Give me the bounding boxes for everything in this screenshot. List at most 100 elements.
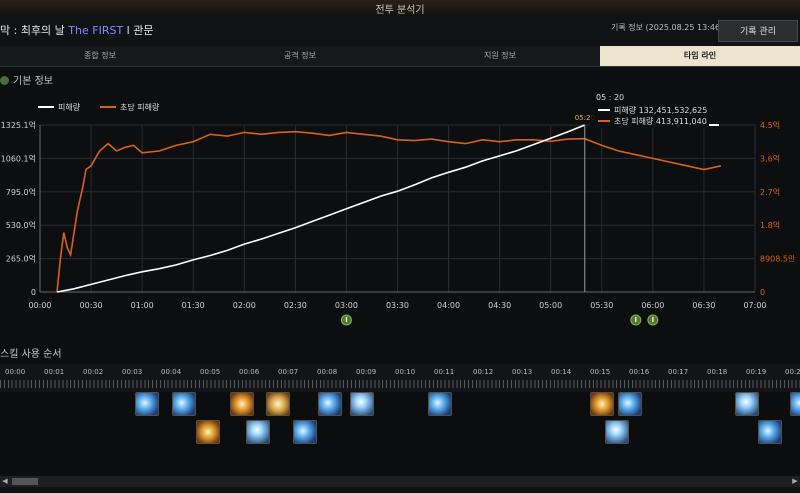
- frost-wave-skill-icon[interactable]: [172, 392, 196, 416]
- series-dps-line: [56, 130, 722, 293]
- timeline-tick-label: 00:03: [122, 368, 143, 376]
- chart-grid: [40, 124, 756, 292]
- blizzard-skill-icon[interactable]: [735, 392, 759, 416]
- x-tick-label: 07:00: [743, 301, 766, 310]
- tab-timeline[interactable]: 타임 라인: [600, 46, 800, 66]
- timeline-ruler[interactable]: 00:00 00:01 00:02 00:03 00:04 00:05 00:06 00:07…: [0, 364, 800, 392]
- x-tick-label: 06:30: [692, 301, 715, 310]
- ice-spear-skill-icon[interactable]: [618, 392, 642, 416]
- y-right-tick-label: 0: [760, 288, 765, 297]
- timeline-tick-label: 00:09: [356, 368, 377, 376]
- skill-order-label: 스킬 사용 순서: [0, 349, 62, 360]
- y-right-tick-label: 4.5억: [760, 120, 780, 130]
- timeline-tick-label: 00:19: [746, 368, 767, 376]
- event-markers: [340, 314, 659, 326]
- blizzard-skill-icon[interactable]: [350, 392, 374, 416]
- tab-bar: 종합 정보 공격 정보 지원 정보 타임 라인: [0, 46, 800, 67]
- frost-arc-skill-icon[interactable]: [790, 392, 800, 416]
- raid-title-prefix: 막 : 최후의 날: [0, 24, 65, 37]
- raid-title-highlight: The FIRST: [68, 24, 124, 37]
- horizontal-scrollbar[interactable]: ◀ ▶: [0, 476, 800, 487]
- y-right-tick-label: 1.8억: [760, 220, 780, 230]
- scroll-thumb[interactable]: [12, 478, 38, 485]
- x-tick-label: 06:00: [641, 301, 664, 310]
- timeline-tick-label: 00:2: [785, 368, 800, 376]
- legend-damage: 피해량: [58, 102, 81, 112]
- y-left-tick-label: 795.0억: [6, 187, 36, 197]
- x-tick-label: 05:30: [590, 301, 613, 310]
- frost-burst-skill-icon[interactable]: [293, 420, 317, 444]
- golden-shield-skill-icon[interactable]: [266, 392, 290, 416]
- scroll-right-icon[interactable]: ▶: [792, 477, 798, 485]
- ice-spear-skill-icon[interactable]: [318, 392, 342, 416]
- fire-burst-skill-icon[interactable]: [590, 392, 614, 416]
- x-tick-label: 04:30: [488, 301, 511, 310]
- timeline-tick-label: 00:13: [512, 368, 533, 376]
- y-right-ticks: 0 8908.5만 1.8억 2.7억 3.6억 4.5억: [760, 120, 796, 297]
- x-axis-ticks: 00:00 00:30 01:00 01:30 02:00 02:30 03:00 03:30…: [28, 301, 766, 310]
- tab-attack[interactable]: 공격 정보: [284, 51, 316, 60]
- y-right-tick-label: 8908.5만: [760, 255, 796, 264]
- y-left-tick-label: 265.0억: [6, 254, 36, 264]
- ice-slash-skill-icon[interactable]: [135, 392, 159, 416]
- basic-info-label: 기본 정보: [13, 76, 53, 87]
- frost-wave-skill-icon[interactable]: [758, 420, 782, 444]
- timeline-tick-label: 00:05: [200, 368, 221, 376]
- timeline-tick-label: 00:14: [551, 368, 572, 376]
- y-left-ticks: 0 265.0억 530.0억 795.0억 1060.1억 1325.1억: [1, 120, 36, 297]
- timeline-ticks: [0, 380, 800, 388]
- frost-arc-skill-icon[interactable]: [428, 392, 452, 416]
- tooltip-dps: 초당 피해량 413,911,040: [614, 116, 707, 126]
- y-left-tick-label: 0: [31, 288, 36, 297]
- series-damage-line: [56, 124, 586, 293]
- timeline-tick-label: 00:00: [5, 368, 26, 376]
- timeline-tick-label: 00:11: [434, 368, 455, 376]
- ice-orb-skill-icon[interactable]: [605, 420, 629, 444]
- record-manage-button[interactable]: 기록 관리: [718, 20, 798, 42]
- timeline-tick-label: 00:10: [395, 368, 416, 376]
- fire-burst-skill-icon[interactable]: [230, 392, 254, 416]
- x-tick-label: 00:30: [80, 301, 103, 310]
- info-icon: [0, 76, 9, 85]
- tooltip-time: 05 : 20: [596, 93, 624, 102]
- timeline-tick-label: 00:06: [239, 368, 260, 376]
- record-info: 기록 정보 (2025.08.25 13:46:20): [611, 23, 737, 32]
- timeline-tick-label: 00:16: [629, 368, 650, 376]
- y-left-tick-label: 1325.1억: [1, 120, 36, 130]
- damage-timeline-chart[interactable]: 00:00 00:30 01:00 01:30 02:00 02:30 03:00 03:30…: [0, 90, 800, 330]
- ice-orb-skill-icon[interactable]: [246, 420, 270, 444]
- skill-order-section-title: 스킬 사용 순서: [0, 345, 62, 360]
- raid-title: 막 : 최후의 날 The FIRST l 관문: [0, 22, 153, 38]
- basic-info-section-title: 기본 정보: [0, 72, 53, 87]
- scroll-left-icon[interactable]: ◀: [2, 477, 8, 485]
- window-title: 전투 분석기: [375, 5, 425, 16]
- x-tick-label: 02:30: [284, 301, 307, 310]
- chart-legend: 피해량 초당 피해량: [38, 102, 160, 112]
- x-tick-label: 03:00: [335, 301, 358, 310]
- timeline-tick-label: 00:15: [590, 368, 611, 376]
- timeline-tick-label: 00:07: [278, 368, 299, 376]
- raid-title-suffix: l 관문: [126, 24, 154, 37]
- x-tick-label: 03:30: [386, 301, 409, 310]
- timeline-tick-label: 00:17: [668, 368, 689, 376]
- timeline-tick-label: 00:01: [44, 368, 65, 376]
- header: 막 : 최후의 날 The FIRST l 관문 기록 정보 (2025.08.…: [0, 16, 800, 46]
- x-tick-label: 01:00: [131, 301, 154, 310]
- bottom-bar: [0, 487, 800, 493]
- hover-time-label: 05:20: [575, 114, 595, 122]
- x-tick-label: 00:00: [28, 301, 51, 310]
- y-left-tick-label: 530.0억: [6, 220, 36, 230]
- tooltip-damage: 피해량 132,451,532,625: [614, 105, 707, 115]
- x-tick-label: 04:00: [437, 301, 460, 310]
- flame-pillar-skill-icon[interactable]: [196, 420, 220, 444]
- hover-tooltip: 05 : 20 피해량 132,451,532,625 초당 피해량 413,9…: [590, 90, 720, 128]
- tab-summary[interactable]: 종합 정보: [84, 51, 116, 60]
- y-right-tick-label: 3.6억: [760, 153, 780, 163]
- tab-support[interactable]: 지원 정보: [484, 51, 516, 60]
- timeline-tick-label: 00:02: [83, 368, 104, 376]
- x-tick-label: 02:00: [233, 301, 256, 310]
- x-tick-label: 05:00: [539, 301, 562, 310]
- y-left-tick-label: 1060.1억: [1, 153, 36, 163]
- skill-timeline[interactable]: [0, 392, 800, 472]
- timeline-tick-label: 00:04: [161, 368, 182, 376]
